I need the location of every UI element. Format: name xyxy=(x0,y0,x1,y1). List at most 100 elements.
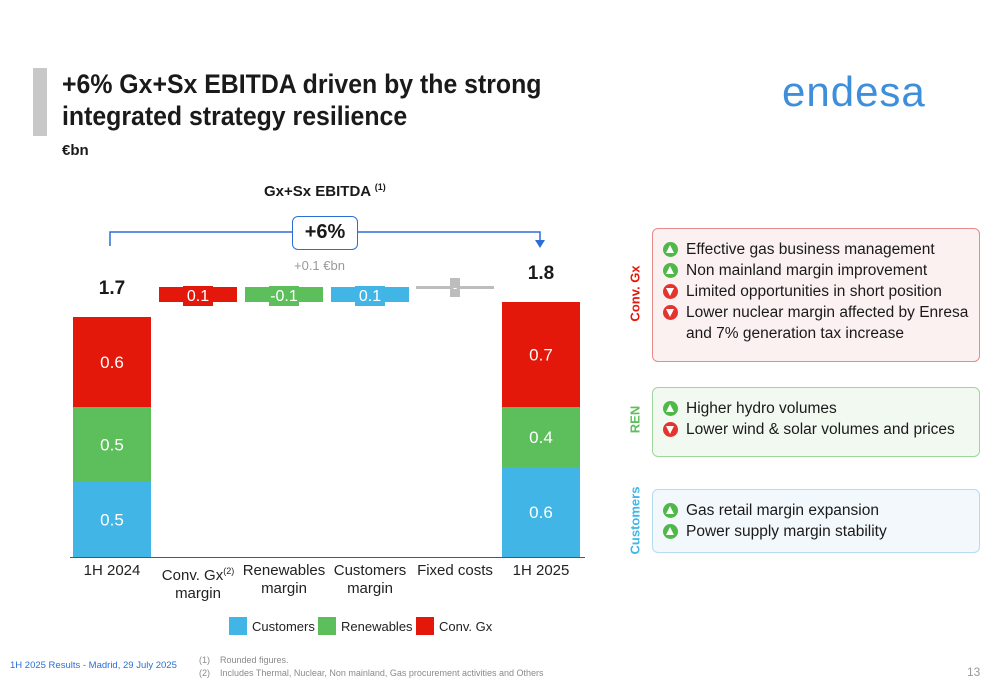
chart-title: Gx+Sx EBITDA (1) xyxy=(264,182,386,200)
category-label-renewables-margin: Renewables margin xyxy=(234,562,334,598)
category-label-line: margin xyxy=(175,585,221,602)
data-label-fixed-costs: - xyxy=(453,280,457,295)
bar-label-bg-customers-margin xyxy=(355,286,385,306)
category-label-conv-gx-margin: Conv. Gx(2) margin xyxy=(148,562,248,603)
category-label-line: Renewables xyxy=(242,562,326,579)
bar-1h-2025-renewables xyxy=(502,407,580,467)
bar-1h-2024-customers xyxy=(73,482,151,557)
bracket-arrow-icon xyxy=(535,240,545,248)
bracket-line-left xyxy=(109,231,292,246)
panel-ren: Higher hydro volumes Lower wind & solar … xyxy=(652,387,980,457)
arrow-up-icon xyxy=(663,242,678,257)
data-label-1h-2024-conv-gx: 0.6 xyxy=(100,353,124,372)
bar-label-bg-conv-gx-margin xyxy=(183,286,213,306)
page-title: +6% Gx+Sx EBITDA driven by the strong in… xyxy=(62,69,542,131)
category-label-line: Customers xyxy=(333,562,407,579)
panel-conv-gx: Effective gas business management Non ma… xyxy=(652,228,980,362)
data-label-conv-gx-margin: 0.1 xyxy=(187,288,209,305)
side-label-conv-gx: Conv. Gx xyxy=(627,265,643,322)
footnotes: (1) Rounded figures. (2) Includes Thermal,… xyxy=(199,654,544,680)
waterfall-chart: 0.5 0.5 0.6 1.7 0.6 0.4 0.7 1.8 0.1 -0.1 0.1 - xyxy=(70,231,585,558)
panel-item: Gas retail margin expansion xyxy=(663,500,969,521)
data-label-1h-2025-conv-gx: 0.7 xyxy=(529,346,553,365)
panel-item-text: Power supply margin stability xyxy=(686,523,887,540)
chart-title-text: Gx+Sx EBITDA xyxy=(264,183,371,200)
footnote-text: Includes Thermal, Nuclear, Non mainland,… xyxy=(220,668,544,678)
category-label-note: (2) xyxy=(223,566,235,576)
panel-item-text: Lower wind & solar volumes and prices xyxy=(686,421,955,438)
footnote-number: (1) xyxy=(199,655,210,665)
legend-swatch-renewables xyxy=(318,617,336,635)
panel-item: Higher hydro volumes xyxy=(663,398,969,419)
endesa-logo: endesa xyxy=(782,68,926,114)
category-label-line: Fixed costs xyxy=(417,562,493,579)
legend-label-renewables: Renewables xyxy=(341,618,413,634)
delta-label: +0.1 €bn xyxy=(294,258,345,273)
panel-item: Power supply margin stability xyxy=(663,521,969,542)
arrow-down-icon xyxy=(663,284,678,299)
bar-marker-fixed-costs xyxy=(450,278,460,297)
arrow-down-icon xyxy=(663,305,678,320)
data-label-1h-2025-customers: 0.6 xyxy=(529,503,553,522)
data-label-1h-2025-renewables: 0.4 xyxy=(529,428,553,447)
panel-item-text: Gas retail margin expansion xyxy=(686,502,879,519)
data-label-renewables-margin: -0.1 xyxy=(270,288,298,305)
arrow-up-icon xyxy=(663,401,678,416)
bracket-line-right xyxy=(358,231,541,242)
panel-item: Effective gas business management xyxy=(663,239,969,260)
footnote: (2) Includes Thermal, Nuclear, Non mainla… xyxy=(199,667,544,680)
category-label-line: margin xyxy=(347,580,393,597)
panel-item-text: Lower nuclear margin affected by Enresa … xyxy=(686,304,969,342)
growth-badge: +6% xyxy=(292,216,358,250)
page-number: 13 xyxy=(967,665,981,679)
panel-item: Non mainland margin improvement xyxy=(663,260,969,281)
bar-1h-2025-conv-gx xyxy=(502,302,580,407)
total-label-1h-2025: 1.8 xyxy=(528,263,554,284)
category-label-1h-2024: 1H 2024 xyxy=(62,562,162,580)
legend-swatch-conv-gx xyxy=(416,617,434,635)
panel-customers: Gas retail margin expansion Power supply… xyxy=(652,489,980,553)
legend-item-renewables: Renewables xyxy=(318,617,413,635)
category-label-line: Conv. Gx xyxy=(161,567,224,584)
panel-item: Lower nuclear margin affected by Enresa … xyxy=(663,302,969,344)
legend-item-conv-gx: Conv. Gx xyxy=(416,617,492,635)
bar-1h-2024-renewables xyxy=(73,407,151,482)
data-label-1h-2024-customers: 0.5 xyxy=(100,511,124,530)
panel-item-text: Effective gas business management xyxy=(686,241,935,258)
footnote: (1) Rounded figures. xyxy=(199,654,544,667)
bar-1h-2024-conv-gx xyxy=(73,317,151,407)
category-label-fixed-costs: Fixed costs xyxy=(405,562,505,580)
title-accent-bar xyxy=(33,68,47,136)
endesa-logo-text: endesa xyxy=(782,68,926,114)
arrow-down-icon xyxy=(663,422,678,437)
panel-item: Lower wind & solar volumes and prices xyxy=(663,419,969,440)
bar-1h-2025-customers xyxy=(502,467,580,557)
legend-label-conv-gx: Conv. Gx xyxy=(439,618,493,634)
data-label-1h-2024-renewables: 0.5 xyxy=(100,436,124,455)
footer-event: 1H 2025 Results - Madrid, 29 July 2025 xyxy=(10,660,177,671)
total-label-1h-2024: 1.7 xyxy=(99,278,125,299)
footnote-number: (2) xyxy=(199,668,210,678)
category-label-1h-2025: 1H 2025 xyxy=(491,562,591,580)
category-label-line: margin xyxy=(261,580,307,597)
legend-label-customers: Customers xyxy=(252,618,315,634)
arrow-up-icon xyxy=(663,524,678,539)
category-label-line: 1H 2024 xyxy=(83,562,141,579)
unit-label: €bn xyxy=(62,142,89,159)
legend-item-customers: Customers xyxy=(229,617,315,635)
panel-item-text: Higher hydro volumes xyxy=(686,400,837,417)
side-label-customers: Customers xyxy=(627,486,643,555)
arrow-up-icon xyxy=(663,263,678,278)
data-label-customers-margin: 0.1 xyxy=(359,288,381,305)
legend-swatch-customers xyxy=(229,617,247,635)
panel-item-text: Non mainland margin improvement xyxy=(686,262,928,279)
panel-item-text: Limited opportunities in short position xyxy=(686,283,942,300)
category-label-customers-margin: Customers margin xyxy=(320,562,420,598)
category-label-line: 1H 2025 xyxy=(512,562,570,579)
bar-label-bg-renewables-margin xyxy=(269,286,299,306)
side-label-ren: REN xyxy=(627,405,643,434)
arrow-up-icon xyxy=(663,503,678,518)
panel-item: Limited opportunities in short position xyxy=(663,281,969,302)
footnote-text: Rounded figures. xyxy=(220,655,289,665)
chart-title-note: (1) xyxy=(374,182,386,192)
